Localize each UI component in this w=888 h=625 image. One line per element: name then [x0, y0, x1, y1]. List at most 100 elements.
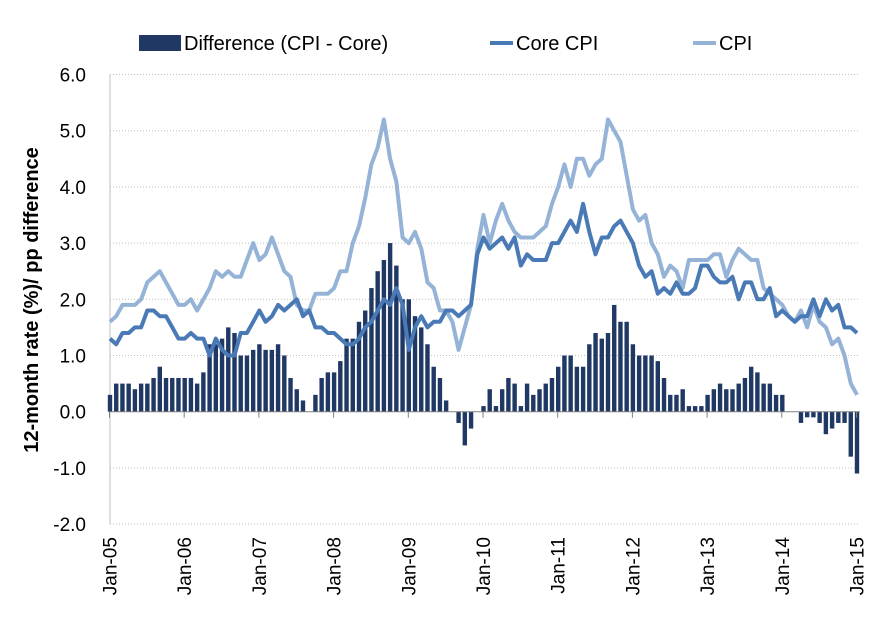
difference-bar — [493, 406, 499, 412]
difference-bar — [711, 389, 717, 412]
difference-bar — [369, 288, 374, 412]
difference-bar — [636, 355, 642, 412]
difference-bar — [643, 355, 648, 412]
y-tick-label: -2.0 — [53, 515, 86, 536]
y-axis-label: 12-month rate (%)/ pp difference — [21, 147, 43, 453]
difference-bar — [556, 366, 561, 412]
difference-bar — [543, 383, 548, 412]
difference-bar — [114, 383, 119, 412]
difference-bar — [668, 394, 673, 412]
difference-bar — [854, 411, 860, 474]
difference-bar — [686, 406, 692, 412]
difference-bar — [842, 411, 847, 423]
difference-bar — [487, 389, 492, 412]
difference-bar — [798, 411, 804, 423]
difference-bar — [780, 394, 785, 412]
gridlines — [110, 74, 860, 525]
x-tick-label: Jan-05 — [101, 537, 122, 595]
difference-bar — [848, 411, 853, 457]
difference-bar — [531, 394, 536, 412]
difference-bar — [518, 406, 524, 412]
difference-bar — [282, 355, 287, 412]
x-tick-label: Jan-13 — [698, 537, 719, 595]
difference-bar — [742, 377, 748, 412]
difference-bar — [605, 333, 611, 412]
difference-bar — [456, 411, 461, 423]
difference-bar — [313, 394, 318, 412]
legend-label-core: Core CPI — [516, 33, 598, 55]
difference-bar — [724, 389, 729, 412]
y-tick-label: -1.0 — [53, 459, 86, 480]
difference-bar — [157, 366, 162, 412]
difference-bar — [624, 321, 629, 412]
difference-bar — [699, 406, 704, 412]
difference-bar — [201, 372, 206, 412]
difference-bar — [182, 377, 187, 412]
difference-bar — [269, 349, 275, 412]
difference-bar — [730, 389, 735, 412]
difference-bar — [599, 338, 604, 412]
difference-bar — [593, 333, 598, 412]
difference-bar — [562, 355, 567, 412]
difference-bar — [294, 389, 299, 412]
difference-bar — [325, 372, 331, 412]
difference-bar — [213, 344, 219, 412]
difference-bar — [761, 383, 766, 412]
difference-bar — [375, 271, 380, 412]
x-axis: Jan-05 Jan-06 Jan-07 Jan-08 Jan-09 Jan-10 Jan-… — [101, 411, 869, 596]
difference-bar — [649, 355, 654, 412]
legend-swatch-difference — [139, 35, 181, 51]
difference-bar — [549, 377, 555, 412]
difference-bar — [499, 389, 505, 412]
difference-bar — [138, 383, 144, 412]
difference-bar — [823, 411, 829, 435]
core-cpi-line — [108, 201, 859, 358]
legend-label-cpi: CPI — [719, 33, 752, 55]
difference-bar — [350, 338, 355, 412]
difference-bar — [829, 411, 835, 429]
difference-bar — [387, 243, 393, 412]
difference-bar — [692, 406, 698, 412]
difference-bar — [288, 377, 293, 412]
difference-bar — [836, 411, 841, 423]
difference-bar — [263, 349, 268, 412]
difference-bar — [300, 400, 306, 412]
x-tick-label: Jan-14 — [773, 537, 794, 596]
y-tick-label: 3.0 — [60, 234, 86, 255]
difference-bar — [767, 383, 773, 412]
difference-bar — [170, 377, 175, 412]
y-tick-label: 2.0 — [60, 290, 86, 311]
difference-bar — [151, 377, 156, 412]
difference-bar — [344, 338, 349, 412]
difference-bars — [107, 243, 860, 474]
difference-bar — [630, 344, 636, 412]
difference-bar — [574, 366, 580, 412]
difference-bar — [587, 344, 592, 412]
y-tick-label: 4.0 — [60, 178, 86, 199]
difference-bar — [817, 411, 822, 423]
line-series — [108, 117, 859, 396]
difference-bar — [163, 377, 169, 412]
difference-bar — [132, 389, 138, 412]
difference-bar — [481, 406, 486, 412]
difference-bar — [363, 310, 368, 412]
difference-bar — [400, 299, 405, 412]
difference-bar — [805, 411, 810, 418]
difference-bar — [811, 411, 816, 418]
difference-bar — [524, 383, 530, 412]
x-tick-label: Jan-12 — [623, 537, 644, 595]
difference-bar — [425, 344, 430, 412]
legend-label-difference: Difference (CPI - Core) — [184, 33, 388, 55]
difference-bar — [437, 377, 443, 412]
difference-bar — [226, 327, 231, 412]
difference-bar — [674, 394, 679, 412]
difference-bar — [736, 383, 741, 412]
x-tick-label: Jan-06 — [175, 537, 196, 595]
difference-bar — [394, 265, 399, 412]
x-tick-label: Jan-08 — [325, 537, 346, 595]
difference-bar — [257, 344, 262, 412]
difference-bar — [773, 394, 779, 412]
difference-bar — [568, 355, 573, 412]
y-tick-label: 1.0 — [60, 347, 86, 368]
